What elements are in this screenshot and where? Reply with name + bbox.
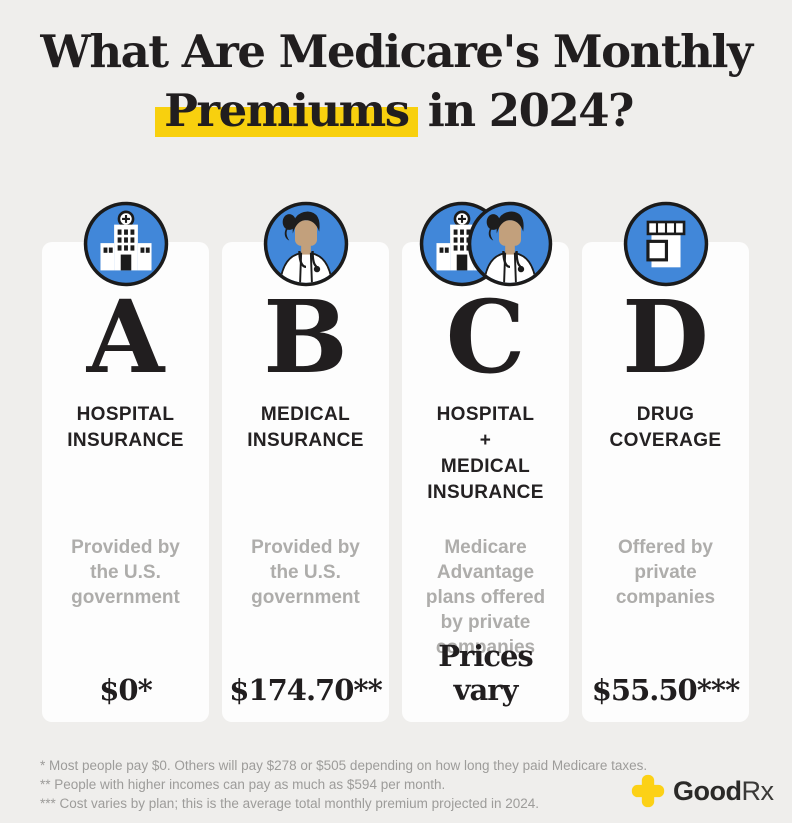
card-letter: D: [622, 278, 709, 396]
card-price: $0*: [99, 673, 153, 707]
card-description: Provided by the U.S. government: [251, 537, 360, 608]
card-label: HOSPITAL + MEDICAL INSURANCE: [427, 404, 544, 503]
card-letter: C: [445, 278, 526, 396]
highlighted-word: Premiums: [155, 84, 418, 137]
plan-cards: A HOSPITAL INSURANCE Provided by the U.S…: [42, 242, 749, 722]
card-label: MEDICAL INSURANCE: [247, 404, 364, 451]
logo-good-text: Good: [673, 775, 742, 806]
card-letter: A: [86, 278, 165, 396]
card-description: Offered by private companies: [615, 537, 716, 608]
pill-bottle-icon: [622, 200, 710, 288]
card-price: $55.50***: [591, 673, 740, 707]
doctor-icon: [262, 200, 350, 288]
card-description: Medicare Advantage plans offered by priv…: [425, 537, 546, 658]
card-part-c: C HOSPITAL + MEDICAL INSURANCE Medicare …: [402, 242, 569, 722]
logo-rx-text: Rx: [741, 775, 774, 806]
goodrx-wordmark: GoodRx: [673, 775, 774, 807]
goodrx-logo: GoodRx: [629, 772, 774, 810]
title-line-1: What Are Medicare's Monthly: [40, 25, 753, 78]
card-label: DRUG COVERAGE: [609, 404, 722, 451]
doctor-icon: [466, 200, 554, 288]
card-part-b: B MEDICAL INSURANCE Provided by the U.S.…: [222, 242, 389, 722]
footnotes: * Most people pay $0. Others will pay $2…: [40, 756, 647, 813]
card-part-a: A HOSPITAL INSURANCE Provided by the U.S…: [42, 242, 209, 722]
footnote-2: ** People with higher incomes can pay as…: [40, 777, 446, 792]
card-price: Prices vary: [438, 639, 534, 707]
title-line-2-rest: in 2024?: [413, 84, 635, 137]
title-line-2: Premiums in 2024?: [0, 81, 792, 140]
card-label: HOSPITAL INSURANCE: [67, 404, 184, 451]
card-letter: B: [263, 278, 348, 396]
card-part-d: D DRUG COVERAGE Offered by private compa…: [582, 242, 749, 722]
footnote-3: *** Cost varies by plan; this is the ave…: [40, 796, 540, 811]
hospital-icon: [82, 200, 170, 288]
footnote-1: * Most people pay $0. Others will pay $2…: [40, 758, 648, 773]
goodrx-plus-icon: [631, 774, 665, 808]
card-price: $174.70**: [229, 673, 383, 707]
page-title: What Are Medicare's Monthly Premiums in …: [0, 22, 792, 140]
card-description: Provided by the U.S. government: [71, 537, 180, 608]
